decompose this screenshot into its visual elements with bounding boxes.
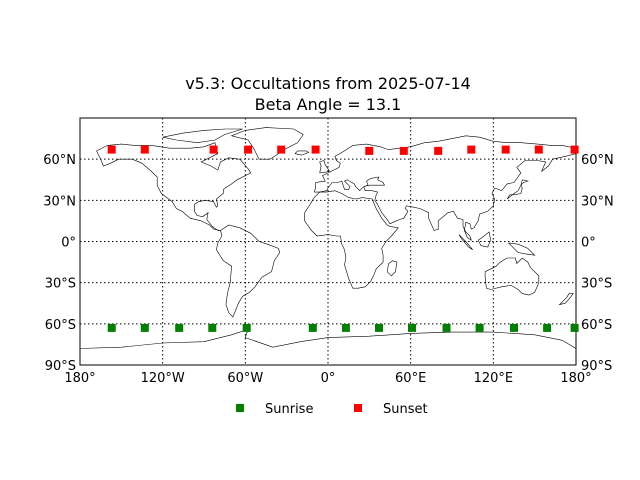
marker-sunrise: [475, 323, 484, 332]
plot-border: [79, 117, 577, 366]
y-tick-label-left: 0°: [61, 236, 76, 251]
marker-sunrise: [175, 323, 184, 332]
marker-sunset: [399, 146, 408, 155]
y-tick-label-right: 0°: [581, 236, 596, 251]
y-tick-label-left: 60°N: [43, 153, 76, 168]
x-axis-labels: 180° 120°W 60°W 0° 60°E 120°E 180°: [64, 371, 591, 386]
x-tick-label: 180°: [560, 371, 591, 386]
marker-sunrise: [442, 323, 451, 332]
coastline: [216, 224, 281, 318]
y-tick-label-right: 60°S: [581, 318, 612, 333]
marker-sunset: [311, 145, 320, 154]
marker-sunset: [467, 145, 476, 154]
marker-sunset: [501, 145, 510, 154]
legend-label-sunset: Sunset: [383, 402, 428, 417]
x-tick-label: 120°E: [474, 371, 514, 386]
x-tick-label: 60°W: [227, 371, 263, 386]
legend-label-sunrise: Sunrise: [265, 402, 313, 417]
coastline: [458, 234, 473, 250]
marker-sunrise: [510, 323, 518, 332]
x-tick-label: 120°W: [141, 371, 185, 386]
x-tick-label: 60°E: [395, 371, 426, 386]
marker-sunrise: [341, 323, 350, 332]
y-tick-label-left: 60°S: [45, 318, 76, 333]
coastline: [508, 242, 536, 256]
x-tick-label: 0°: [321, 371, 336, 386]
legend: Sunrise Sunset: [236, 402, 428, 417]
y-tick-label-left: 90°S: [45, 359, 76, 374]
marker-sunset: [570, 145, 579, 154]
marker-sunset: [209, 145, 218, 154]
marker-sunset: [434, 146, 443, 155]
occultation-markers: [107, 145, 579, 332]
marker-sunrise: [208, 323, 217, 332]
y-tick-label-left: 30°S: [45, 277, 76, 292]
marker-sunrise: [107, 323, 116, 332]
map-plot-area: [79, 117, 579, 366]
coastline: [477, 231, 491, 248]
marker-sunrise: [140, 323, 149, 332]
x-tick-label: 180°: [64, 371, 95, 386]
coastline: [162, 128, 243, 144]
marker-sunset: [244, 145, 253, 154]
coastline: [558, 293, 574, 306]
coastline: [506, 179, 529, 200]
marker-sunset: [107, 145, 116, 154]
y-tick-label-right: 30°S: [581, 277, 612, 292]
marker-sunrise: [543, 323, 552, 332]
coastline: [313, 135, 577, 241]
chart-subtitle: Beta Angle = 13.1: [255, 95, 402, 114]
coastline: [319, 160, 330, 174]
marker-sunrise: [375, 323, 383, 332]
marker-sunrise: [408, 323, 416, 332]
marker-sunrise: [242, 323, 251, 332]
legend-marker-sunset: [354, 404, 362, 412]
y-tick-label-right: 60°N: [581, 153, 614, 168]
coastline: [386, 260, 398, 277]
coastline: [79, 328, 577, 349]
marker-sunset: [140, 145, 149, 154]
coastline: [484, 257, 540, 296]
marker-sunrise: [308, 323, 317, 332]
coastline: [304, 190, 399, 289]
marker-sunrise: [570, 323, 579, 332]
marker-sunset: [534, 145, 543, 154]
chart-title: v5.3: Occultations from 2025-07-14: [185, 74, 471, 93]
coastline: [96, 142, 252, 231]
graticule: [80, 118, 576, 365]
y-axis-left-labels: 60°N 30°N 0° 30°S 60°S 90°S: [43, 153, 76, 374]
y-axis-right-labels: 60°N 30°N 0° 30°S 60°S 90°S: [581, 153, 614, 374]
y-tick-label-left: 30°N: [43, 194, 76, 209]
y-tick-label-right: 30°N: [581, 194, 614, 209]
legend-marker-sunrise: [236, 404, 244, 412]
coastline: [294, 150, 310, 156]
y-tick-label-right: 90°S: [581, 359, 612, 374]
marker-sunset: [277, 145, 286, 154]
marker-sunset: [365, 146, 374, 155]
